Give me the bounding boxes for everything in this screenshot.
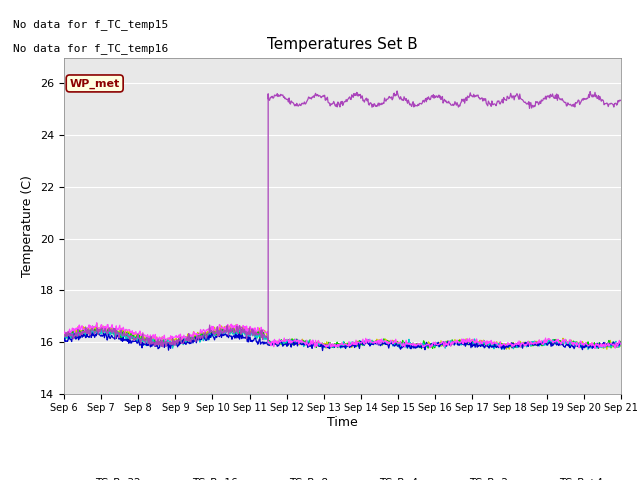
Y-axis label: Temperature (C): Temperature (C) <box>22 175 35 276</box>
Text: No data for f_TC_temp16: No data for f_TC_temp16 <box>13 43 168 54</box>
Text: WP_met: WP_met <box>70 78 120 89</box>
X-axis label: Time: Time <box>327 416 358 429</box>
Title: Temperatures Set B: Temperatures Set B <box>267 37 418 52</box>
Text: No data for f_TC_temp15: No data for f_TC_temp15 <box>13 19 168 30</box>
Legend: TC_B -32cm, TC_B -16cm, TC_B -8cm, TC_B -4cm, TC_B -2cm, TC_B +4cm: TC_B -32cm, TC_B -16cm, TC_B -8cm, TC_B … <box>61 473 623 480</box>
